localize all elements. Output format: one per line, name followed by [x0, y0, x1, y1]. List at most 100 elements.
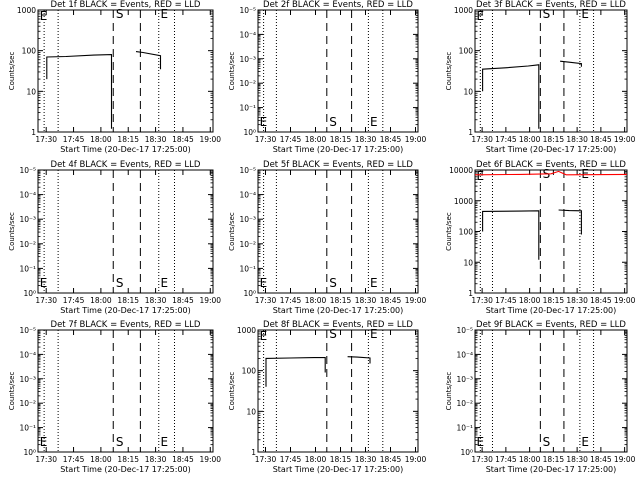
marker-s: S	[116, 276, 124, 290]
x-tick-label: 18:15	[543, 296, 565, 305]
y-tick-label: 10⁻²	[456, 399, 473, 408]
x-tick-label: 18:15	[543, 455, 565, 464]
y-tick-label: 10⁻⁴	[239, 30, 256, 39]
x-tick-label: 18:00	[305, 135, 327, 144]
panel-title: Det 1f BLACK = Events, RED = LLD	[51, 0, 201, 10]
y-tick-label: 100	[242, 367, 257, 376]
x-tick-label: 18:15	[117, 135, 139, 144]
y-axis-label: Counts/sec	[445, 212, 453, 251]
x-tick-label: 18:15	[330, 455, 352, 464]
y-tick-label: 10⁰	[243, 128, 256, 137]
marker-s: S	[543, 7, 551, 21]
panel-det-5: Det 5f BLACK = Events, RED = LLD 10⁰ 10⁻¹ 1…	[228, 160, 427, 315]
marker-s: S	[329, 276, 337, 290]
y-tick-label: 100	[459, 228, 474, 237]
y-tick-label: 10⁻²	[239, 79, 256, 88]
x-tick-label: 18:00	[305, 296, 327, 305]
x-tick-label: 18:45	[590, 296, 612, 305]
y-tick-label: 10⁻²	[19, 240, 36, 249]
x-tick-label: 17:30	[471, 455, 493, 464]
panel-det-6: Det 6f BLACK = Events, RED = LLD 1 10 100 10…	[445, 160, 636, 315]
panel-det-1: Det 1f BLACK = Events, RED = LLD 1 10 100 10…	[8, 0, 221, 154]
y-tick-label: 10⁻⁵	[19, 166, 36, 175]
y-tick-label: 1000	[454, 197, 473, 206]
y-tick-label: 10	[463, 87, 473, 96]
x-axis-label: Start Time (20-Dec-17 17:25:00)	[486, 465, 617, 474]
x-tick-label: 18:45	[380, 455, 402, 464]
y-tick-label: 1	[251, 448, 256, 457]
y-tick-label: 10	[246, 407, 256, 416]
x-tick-label: 17:45	[63, 135, 85, 144]
x-tick-label: 17:30	[35, 455, 57, 464]
x-tick-label: 18:30	[566, 135, 588, 144]
panel-det-2: Det 2f BLACK = Events, RED = LLD 10⁰ 10⁻¹ 1…	[228, 0, 427, 154]
x-tick-label: 19:00	[199, 455, 221, 464]
marker-e: E	[40, 435, 48, 449]
panel-title: Det 8f BLACK = Events, RED = LLD	[263, 320, 413, 330]
plot-frame	[257, 329, 419, 453]
y-tick-label: 10⁻⁴	[456, 350, 473, 359]
marker-e: E	[477, 9, 485, 23]
x-tick-label: 18:15	[117, 296, 139, 305]
plot-frame	[257, 9, 419, 133]
y-tick-label: 100	[459, 47, 474, 56]
events-series-line	[482, 210, 540, 260]
y-tick-label: 10⁰	[23, 448, 36, 457]
panel-title: Det 9f BLACK = Events, RED = LLD	[476, 320, 626, 330]
y-tick-label: 10⁻²	[19, 399, 36, 408]
x-tick-label: 18:30	[355, 455, 377, 464]
marker-s: S	[116, 435, 124, 449]
events-series-line	[560, 60, 582, 67]
marker-e: E	[260, 329, 268, 343]
x-tick-label: 18:45	[380, 135, 402, 144]
x-tick-label: 18:30	[566, 296, 588, 305]
x-axis-label: Start Time (20-Dec-17 17:25:00)	[486, 306, 617, 315]
y-tick-label: 10⁻⁵	[239, 166, 256, 175]
x-tick-label: 19:00	[405, 296, 427, 305]
marker-e: E	[260, 115, 268, 129]
x-tick-label: 18:45	[172, 296, 194, 305]
x-tick-label: 17:45	[495, 296, 517, 305]
x-axis-label: Start Time (20-Dec-17 17:25:00)	[486, 145, 617, 154]
x-tick-label: 19:00	[614, 296, 636, 305]
x-axis-label: Start Time (20-Dec-17 17:25:00)	[60, 306, 191, 315]
x-axis-label: Start Time (20-Dec-17 17:25:00)	[273, 465, 404, 474]
x-axis-label: Start Time (20-Dec-17 17:25:00)	[273, 145, 404, 154]
x-tick-label: 18:00	[90, 296, 112, 305]
y-tick-label: 10⁻⁵	[239, 6, 256, 15]
panel-title: Det 5f BLACK = Events, RED = LLD	[263, 160, 413, 170]
marker-e: E	[581, 167, 589, 181]
y-tick-label: 10⁻³	[19, 215, 36, 224]
events-series-line	[135, 51, 162, 70]
y-tick-label: 1	[468, 128, 473, 137]
marker-e: E	[161, 435, 169, 449]
plot-frame	[474, 169, 628, 294]
plot-frame	[474, 329, 628, 453]
marker-e: E	[40, 276, 48, 290]
y-tick-label: 10⁰	[460, 448, 473, 457]
y-tick-label: 10⁻³	[239, 215, 256, 224]
x-tick-label: 17:30	[35, 296, 57, 305]
panel-det-4: Det 4f BLACK = Events, RED = LLD 10⁰ 10⁻¹ 1…	[8, 160, 221, 315]
x-tick-label: 18:30	[145, 135, 167, 144]
plot-frame	[37, 169, 214, 294]
y-tick-label: 1	[31, 128, 36, 137]
marker-e: E	[161, 7, 169, 21]
x-tick-label: 19:00	[614, 455, 636, 464]
x-tick-label: 17:30	[471, 296, 493, 305]
events-series-line	[265, 357, 326, 387]
plot-frame	[37, 9, 214, 133]
marker-e: E	[40, 9, 48, 23]
x-tick-label: 19:00	[614, 135, 636, 144]
x-tick-label: 18:15	[330, 296, 352, 305]
x-tick-label: 18:30	[566, 455, 588, 464]
events-series-line	[482, 64, 540, 129]
panel-det-9: Det 9f BLACK = Events, RED = LLD 10⁰ 10⁻¹ 1…	[445, 320, 636, 474]
y-tick-label: 10	[26, 87, 36, 96]
marker-s: S	[329, 115, 337, 129]
lld-series-line	[474, 170, 628, 176]
panel-title: Det 6f BLACK = Events, RED = LLD	[476, 160, 626, 170]
panel-det-3: Det 3f BLACK = Events, RED = LLD 1 10 100 10…	[445, 0, 636, 154]
x-tick-label: 17:45	[63, 296, 85, 305]
